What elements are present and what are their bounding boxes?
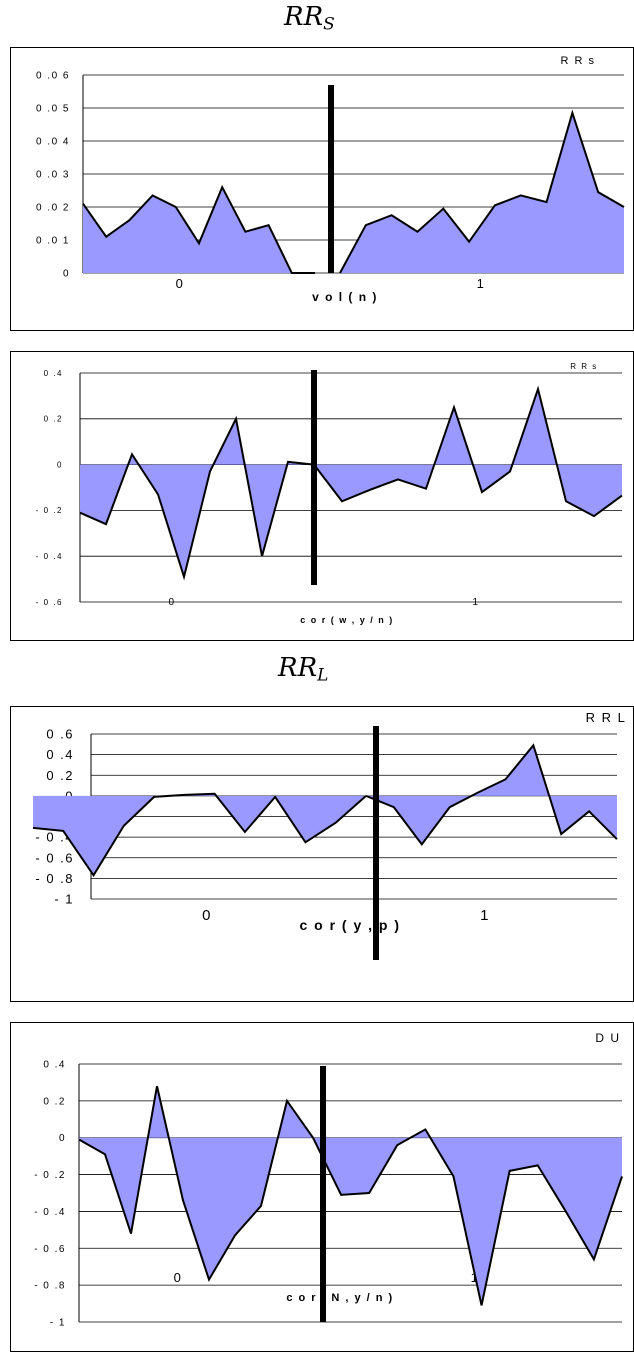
y-tick-label: 0 .0 3 bbox=[36, 170, 70, 181]
series-line-left bbox=[78, 1085, 314, 1283]
series-line-right bbox=[365, 743, 618, 847]
x-group-label: 1 bbox=[477, 276, 486, 291]
legend-label: R R s bbox=[561, 55, 596, 67]
series-line-left bbox=[82, 184, 315, 274]
x-axis-label: c o r ( y , p ) bbox=[299, 917, 400, 933]
y-tick-label: 0 .6 bbox=[46, 727, 74, 742]
series-line-left bbox=[32, 792, 367, 878]
legend-label: D U bbox=[595, 1031, 620, 1045]
y-tick-label: - 0 .6 bbox=[35, 850, 74, 865]
x-axis-label: v o l ( n ) bbox=[312, 290, 378, 304]
area-fill-right bbox=[366, 745, 617, 845]
y-tick-label: - 0 .6 bbox=[34, 1244, 66, 1255]
series-line-right bbox=[313, 385, 623, 518]
y-tick-label: - 1 bbox=[54, 892, 74, 907]
y-tick-label: - 0 .4 bbox=[35, 830, 74, 845]
y-tick-label: 0 .2 bbox=[43, 1096, 66, 1107]
y-tick-label: - 1 bbox=[50, 1318, 66, 1329]
area-fill-left bbox=[79, 1086, 313, 1280]
y-tick-label: 0 bbox=[57, 460, 63, 469]
x-axis-label: c o r ( w , y / n ) bbox=[300, 615, 394, 625]
y-tick-label: 0 .0 4 bbox=[36, 137, 70, 148]
section-title-rrs-sub: S bbox=[323, 14, 335, 35]
y-tick-label: - 0 .6 bbox=[36, 598, 63, 607]
y-tick-label: 0 .4 bbox=[43, 1060, 66, 1071]
y-tick-label: 0 .4 bbox=[44, 369, 63, 378]
legend-label: R R L bbox=[586, 710, 627, 725]
x-group-label: 0 bbox=[168, 597, 175, 608]
area-fill-left bbox=[83, 187, 315, 273]
x-group-label: 0 bbox=[174, 1270, 183, 1285]
y-tick-label: - 0 .8 bbox=[35, 871, 74, 886]
area-fill-left bbox=[33, 793, 366, 876]
y-tick-label: 0 .0 5 bbox=[36, 104, 70, 115]
x-group-label: 1 bbox=[472, 597, 479, 608]
area-fill-right bbox=[340, 112, 624, 273]
y-tick-label: 0 .0 6 bbox=[36, 71, 70, 82]
x-group-label: 0 bbox=[202, 907, 212, 924]
section-title-rrs-main: RR bbox=[284, 2, 324, 32]
x-group-label: 0 bbox=[176, 276, 185, 291]
y-tick-label: - 0 .2 bbox=[34, 1170, 66, 1181]
area-fill-right bbox=[313, 1129, 622, 1306]
section-title-rrs: RRS bbox=[284, 2, 335, 34]
section-title-rrl: RRL bbox=[278, 653, 328, 685]
y-tick-label: 0 .2 bbox=[44, 415, 63, 424]
y-tick-label: - 0 .8 bbox=[34, 1281, 66, 1292]
y-tick-label: 0 bbox=[63, 269, 70, 280]
series-line-left bbox=[79, 415, 315, 581]
y-tick-label: 0 .0 1 bbox=[36, 236, 70, 247]
section-title-rrl-sub: L bbox=[317, 665, 329, 686]
section-title-rrl-main: RR bbox=[278, 653, 318, 683]
series-line-right bbox=[312, 1128, 623, 1306]
x-group-label: 1 bbox=[480, 907, 490, 924]
y-tick-label: - 0 .4 bbox=[36, 552, 63, 561]
series-line-right bbox=[339, 109, 625, 274]
legend-label: R R s bbox=[570, 362, 598, 371]
y-tick-label: 0 .2 bbox=[46, 768, 74, 783]
area-fill-left bbox=[80, 418, 314, 577]
y-tick-label: 0 bbox=[59, 1133, 66, 1144]
y-tick-label: - 0 .2 bbox=[36, 506, 63, 515]
y-tick-label: 0 .0 2 bbox=[36, 203, 70, 214]
x-group-label: 1 bbox=[471, 1270, 480, 1285]
y-tick-label: - 0 .4 bbox=[34, 1207, 66, 1218]
x-axis-label: c o r ( N , y / n ) bbox=[286, 1292, 393, 1304]
chart-panel-vol bbox=[10, 47, 634, 331]
y-tick-label: 0 .4 bbox=[46, 747, 74, 762]
